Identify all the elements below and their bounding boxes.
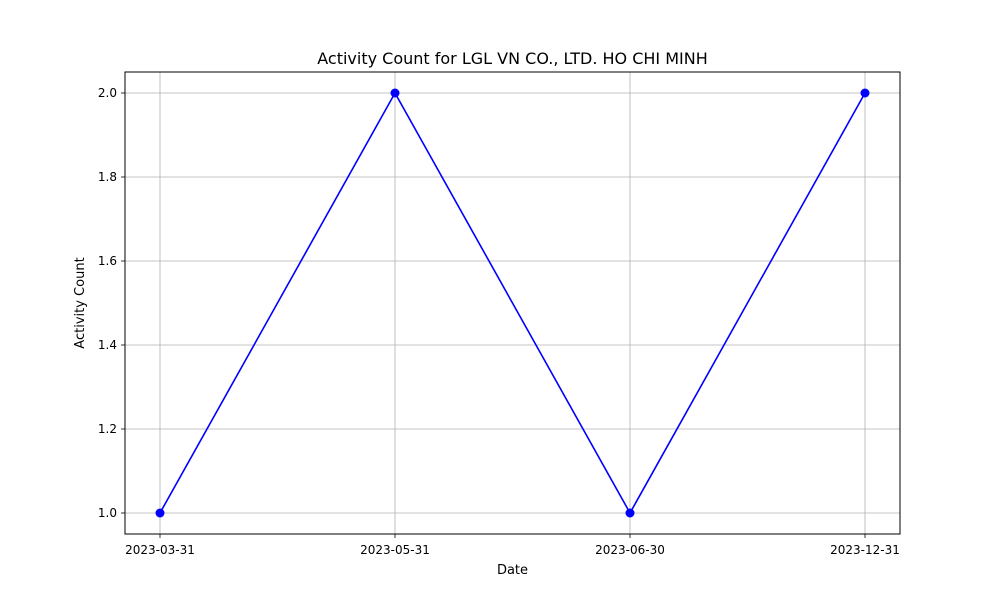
data-point	[625, 508, 635, 518]
y-tick-label: 2.0	[98, 86, 117, 100]
x-tick-label: 2023-03-31	[125, 543, 195, 557]
plot-frame	[124, 71, 901, 535]
x-axis-label: Date	[497, 563, 528, 578]
data-point	[155, 508, 165, 518]
data-point	[390, 88, 400, 98]
x-tick-label: 2023-06-30	[595, 543, 665, 557]
x-tick-label: 2023-05-31	[360, 543, 430, 557]
ticks: 1.0 1.2 1.4 1.6 1.8 2.0 2023-03-31 2023-05-31 20…	[98, 86, 900, 557]
y-tick-label: 1.0	[98, 506, 117, 520]
x-tick-label: 2023-12-31	[830, 543, 900, 557]
series-line	[159, 91, 866, 515]
chart-title: Activity Count for LGL VN CO., LTD. HO C…	[317, 49, 708, 68]
series-layer	[155, 88, 870, 518]
y-tick-label: 1.8	[98, 170, 117, 184]
y-tick-label: 1.6	[98, 254, 117, 268]
y-tick-label: 1.4	[98, 338, 117, 352]
data-point	[860, 88, 870, 98]
y-axis-label: Activity Count	[73, 257, 88, 348]
y-tick-label: 1.2	[98, 422, 117, 436]
